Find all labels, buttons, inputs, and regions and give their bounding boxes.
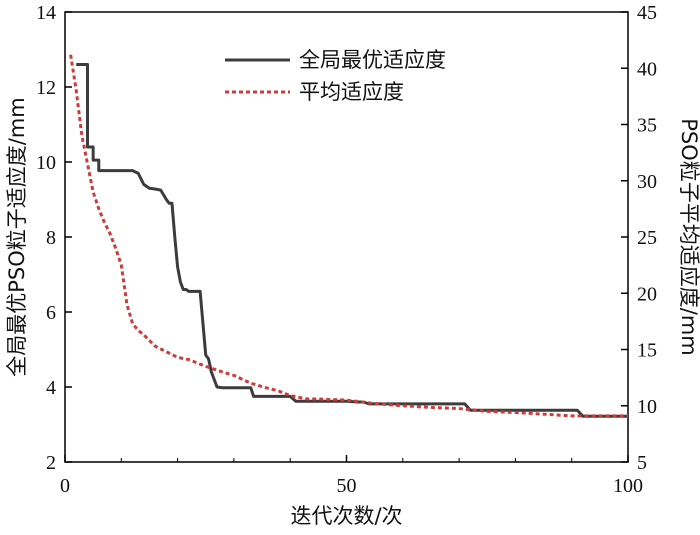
legend-label-best: 全局最优适应度 (299, 48, 446, 72)
ticks: 0 50 100 2 4 6 8 10 12 14 5 10 15 20 25 30 35 40 45 (36, 2, 657, 497)
y-right-tick-label: 15 (637, 340, 657, 362)
y-axis-label-left: 全局最优PSO粒子适应度/mm (5, 97, 29, 377)
y-right-tick-label: 25 (637, 227, 657, 249)
x-tick-label: 50 (337, 475, 357, 497)
y-left-tick-label: 4 (46, 377, 56, 399)
y-left-tick-label: 8 (46, 227, 56, 249)
x-tick-label: 0 (60, 475, 70, 497)
y-left-tick-label: 2 (46, 452, 56, 474)
y-right-tick-label: 20 (637, 283, 657, 305)
legend-label-avg: 平均适应度 (299, 80, 404, 104)
y-right-tick-label: 5 (637, 452, 647, 474)
y-right-tick-label: 35 (637, 115, 657, 137)
x-axis-label: 迭代次数/次 (290, 504, 402, 528)
series-line-best (76, 63, 628, 418)
y-right-tick-label: 40 (637, 58, 657, 80)
x-tick-label: 100 (613, 475, 643, 497)
y-left-tick-label: 6 (46, 302, 56, 324)
y-right-tick-label: 45 (637, 2, 657, 24)
series-line-avg (69, 54, 628, 418)
series-layer (69, 54, 628, 418)
y-axis-label-right: PSO粒子平均适应度/mm (677, 118, 700, 356)
y-left-tick-label: 14 (36, 2, 56, 24)
y-right-tick-label: 30 (637, 171, 657, 193)
y-left-tick-label: 12 (36, 77, 56, 99)
legend: 全局最优适应度 平均适应度 (225, 48, 446, 104)
y-left-tick-label: 10 (36, 152, 56, 174)
y-right-tick-label: 10 (637, 396, 657, 418)
